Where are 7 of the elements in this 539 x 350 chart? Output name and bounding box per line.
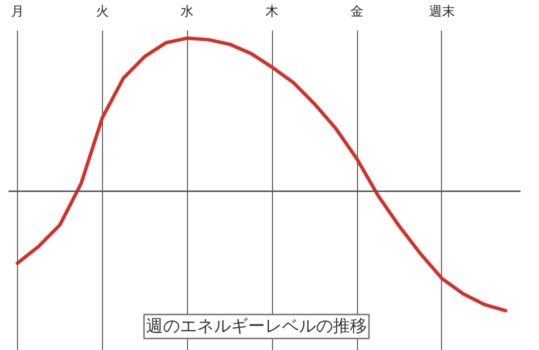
- x-tick-label: 週末: [428, 4, 455, 20]
- x-tick-label: 火: [96, 4, 109, 20]
- text: 週のエネルギーレベルの推移: [146, 316, 367, 336]
- x-tick-label: 月: [10, 4, 24, 20]
- x-tick-label: 水: [180, 4, 194, 20]
- x-tick-label: 金: [350, 4, 364, 20]
- x-tick-label: 木: [266, 4, 279, 20]
